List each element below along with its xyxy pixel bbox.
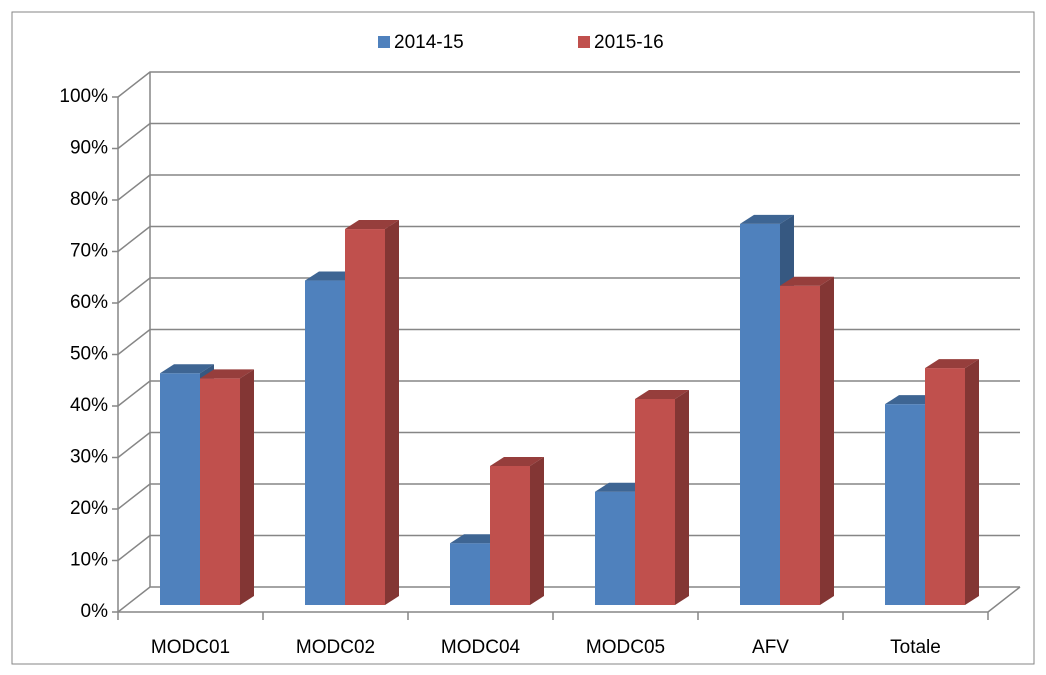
grid-line [117, 71, 1020, 98]
grid-line [117, 380, 1020, 407]
bar-side [530, 456, 544, 605]
y-tick-label: 90% [70, 138, 108, 159]
grid-line [117, 122, 1020, 150]
y-tick-label: 80% [70, 189, 108, 210]
bar-front [305, 280, 345, 605]
bar-top [490, 456, 544, 466]
bar-top [740, 214, 794, 224]
bar-top [780, 276, 834, 286]
bar-front [740, 223, 780, 605]
x-tick-label: MODC05 [586, 637, 665, 658]
grid-line [117, 225, 1020, 253]
legend-swatch [578, 36, 590, 48]
bar-front [200, 378, 240, 605]
legend-label: 2014-15 [394, 32, 464, 53]
bar-top [635, 390, 689, 399]
y-tick-label: 0% [81, 601, 109, 622]
bar-front [885, 404, 925, 605]
bar-top [925, 359, 979, 369]
x-tick-label: Totale [890, 637, 941, 658]
grid-line [117, 586, 1020, 613]
bar-side [820, 276, 834, 605]
grid-line [117, 483, 1020, 510]
bar-side [675, 390, 689, 605]
bar-front [780, 285, 820, 605]
grid-line [117, 328, 1020, 356]
grid-line [117, 277, 1020, 304]
grid-line [117, 534, 1020, 562]
bar-top [200, 369, 254, 379]
legend-swatch [378, 36, 390, 48]
y-tick-label: 10% [70, 550, 108, 571]
x-tick-label: MODC02 [296, 637, 375, 658]
grid-line [117, 431, 1020, 459]
bar-front [925, 368, 965, 605]
y-tick-label: 30% [70, 447, 108, 468]
bar-front [490, 465, 530, 605]
y-tick-label: 70% [70, 241, 108, 262]
bar-front [450, 543, 490, 605]
bar-front [345, 229, 385, 606]
bar-top [345, 220, 399, 230]
y-tick-label: 20% [70, 498, 108, 519]
legend-label: 2015-16 [594, 32, 664, 53]
bar-front [595, 491, 635, 605]
y-tick-label: 100% [59, 86, 108, 107]
x-tick-label: AFV [752, 637, 789, 658]
bar-front [635, 399, 675, 605]
y-tick-label: 40% [70, 395, 108, 416]
x-tick-label: MODC01 [151, 637, 230, 658]
bar-side [965, 359, 979, 605]
bar-front [160, 373, 200, 605]
y-tick-label: 60% [70, 292, 108, 313]
bar-top [160, 364, 214, 374]
bar-side [240, 369, 254, 605]
grid-line [117, 174, 1020, 201]
x-tick-label: MODC04 [441, 637, 521, 658]
bar-side [385, 220, 399, 606]
y-tick-label: 50% [70, 344, 108, 365]
